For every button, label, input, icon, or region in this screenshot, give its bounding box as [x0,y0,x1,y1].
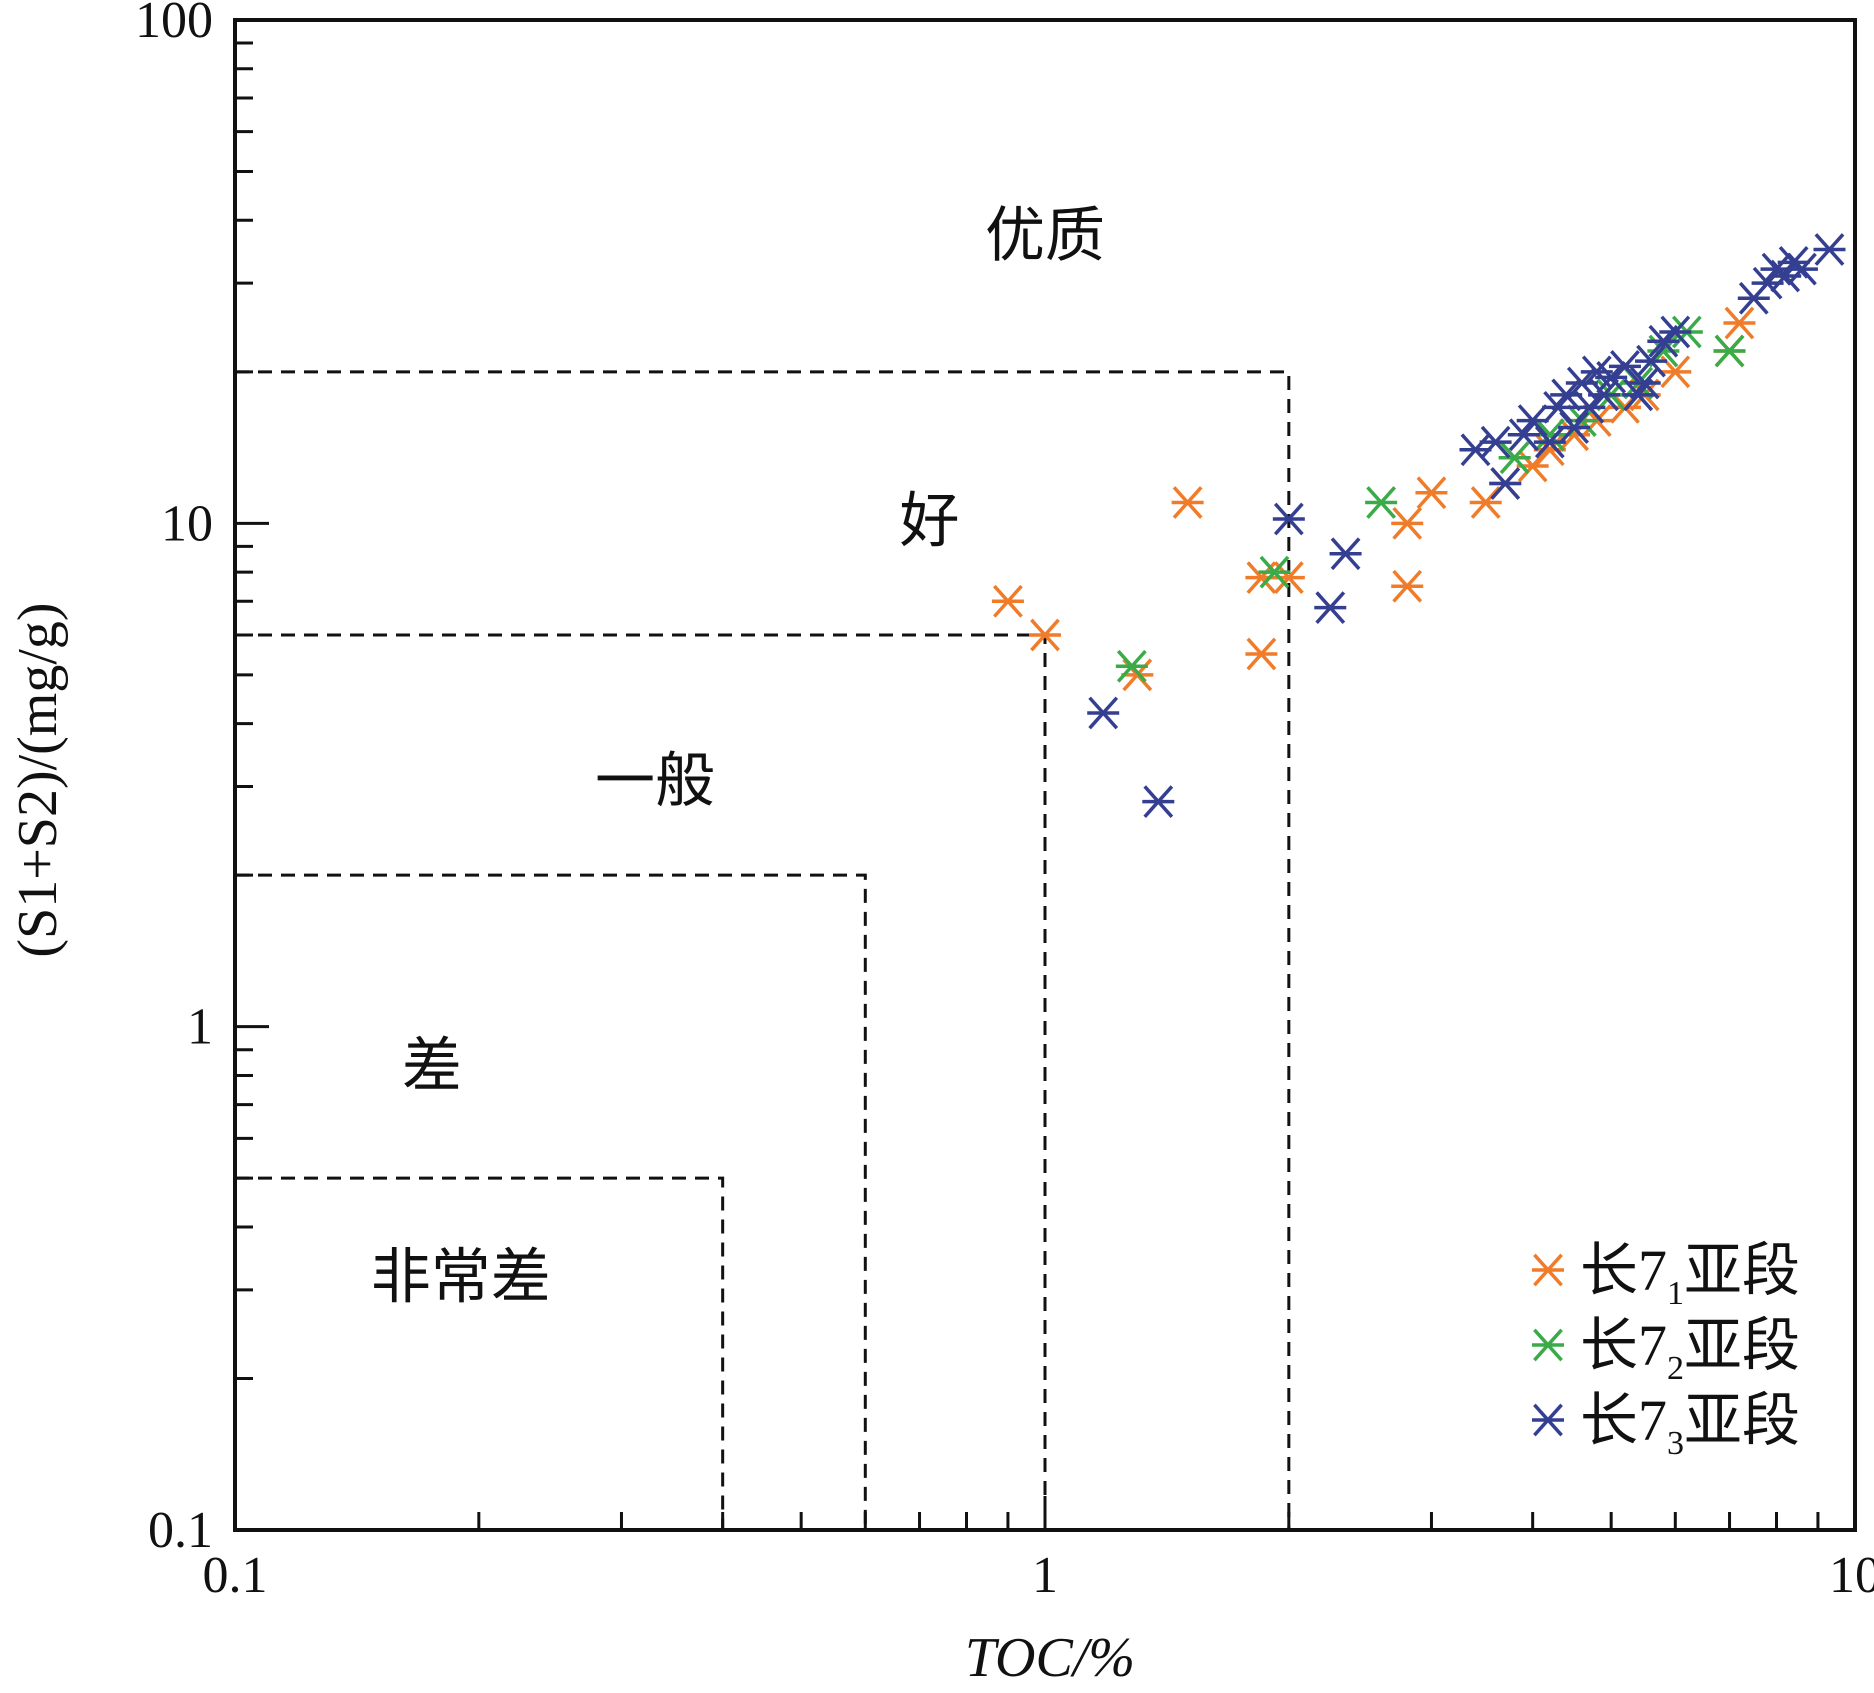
x-axis-title: TOC/% [965,1627,1135,1689]
data-point-series-3 [1608,350,1641,383]
y-tick-label: 10 [161,495,213,552]
data-point-series-2 [1713,334,1746,368]
zone-boundary [235,370,1291,1530]
data-point-series-1 [1415,476,1448,510]
data-point-series-3 [1272,502,1305,536]
data-point-series-1 [1391,506,1424,540]
data-point-series-1 [1723,306,1756,340]
data-point-series-3 [1558,411,1591,444]
data-point-series-1 [991,584,1024,618]
zone-label: 好 [899,489,959,555]
legend-entry: 长73亚段 [1580,1388,1800,1462]
zone-boundary [235,873,867,1530]
zone-label: 非常差 [371,1244,551,1310]
data-point-series-1 [1391,569,1424,603]
data-point-series-3 [1785,252,1818,286]
data-point-series-1 [1245,637,1278,671]
zone-boundary [235,1176,725,1530]
data-point-series-3 [1813,233,1846,266]
data-point-series-3 [1459,433,1492,467]
legend-entry: 长71亚段 [1580,1238,1800,1312]
zone-boundaries [235,370,1291,1530]
data-point-series-3 [1588,378,1621,412]
data-point-series-3 [1516,404,1549,437]
x-tick-label: 0.1 [203,1547,268,1604]
plot-frame [233,18,1857,1532]
data-point-series-1 [1245,561,1278,595]
data-point-series-3 [1142,785,1175,818]
zone-labels: 非常差 差 一般 好 优质 [371,203,1105,1310]
legend-entry: 长72亚段 [1580,1313,1800,1387]
data-point-series-3 [1573,390,1606,424]
x-tick-label: 10 [1829,1547,1874,1604]
y-tick-label: 100 [135,0,213,49]
zone-label: 优质 [985,203,1105,269]
data-point-series-1 [1171,486,1204,519]
data-point-series-3 [1628,366,1661,400]
tick-labels: 0.1 1 10 0.1 1 10 100 [135,0,1874,1604]
data-points [991,233,1846,818]
data-point-series-3 [1489,467,1522,500]
data-point-series-2 [1258,555,1291,589]
data-point-series-1 [1469,486,1502,519]
legend-marker [1532,1253,1564,1287]
legend-marker [1532,1328,1564,1362]
data-point-series-3 [1635,344,1668,378]
data-point-series-3 [1507,418,1540,452]
data-point-series-2 [1365,486,1398,519]
y-axis-title: (S1+S2)/(mg/g) [7,602,69,957]
y-tick-label: 1 [187,999,213,1056]
data-point-series-2 [1115,649,1148,683]
data-point-series-3 [1329,537,1362,571]
y-axis-title-text: (S1+S2)/(mg/g) [7,602,69,957]
data-point-series-3 [1087,696,1120,730]
x-tick-label: 1 [1032,1547,1058,1604]
data-point-series-1 [1029,618,1061,652]
data-point-series-3 [1314,591,1347,625]
legend-marker [1532,1403,1564,1437]
data-point-series-2 [1498,441,1531,475]
zone-label: 差 [402,1034,462,1100]
data-point-series-3 [1479,425,1512,459]
zone-label: 一般 [595,749,715,815]
y-tick-label: 0.1 [148,1502,213,1559]
data-point-series-3 [1659,315,1692,349]
